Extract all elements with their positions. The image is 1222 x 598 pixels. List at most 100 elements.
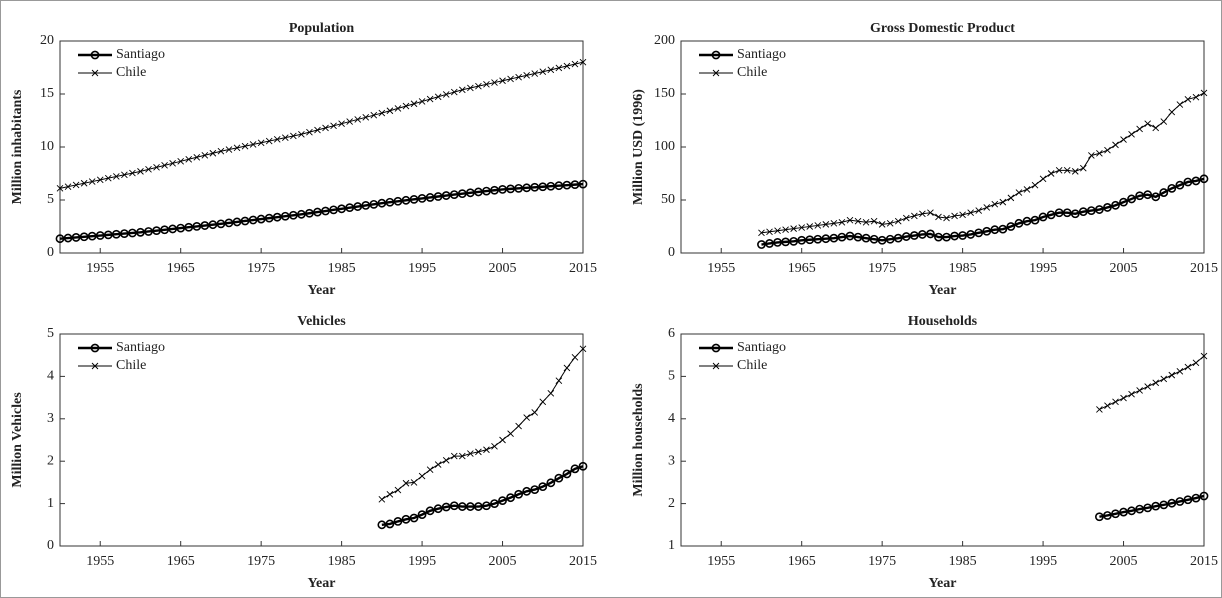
x-axis-label: Year [308,576,336,591]
x-tick-label: 1995 [408,261,436,276]
marker-x [281,134,289,141]
marker-circle [417,194,427,203]
marker-circle [425,193,435,202]
marker-x [1079,164,1087,172]
marker-circle [885,234,895,244]
marker-x [1104,402,1111,409]
marker-x [1096,150,1103,157]
marker-circle [1167,498,1177,508]
marker-circle [160,225,169,235]
x-tick-label: 1975 [868,554,896,569]
marker-circle [1022,216,1032,226]
marker-circle [232,217,242,227]
legend-label: Chile [116,65,146,80]
marker-x [563,62,571,70]
marker-x [1039,175,1047,183]
marker-circle [313,207,322,217]
marker-circle [200,221,210,230]
y-tick-label: 50 [661,192,675,207]
marker-circle [136,227,145,237]
legend-marker [711,343,721,353]
marker-circle [184,222,194,232]
marker-circle [71,233,81,242]
marker-circle [401,195,411,205]
marker-circle [514,489,524,499]
marker-circle [95,231,105,240]
marker-circle [361,201,371,210]
x-tick-label: 1975 [247,261,275,276]
x-tick-label: 1995 [1029,261,1057,276]
marker-x [1176,101,1184,108]
marker-circle [248,215,258,225]
marker-x [1136,125,1143,133]
marker-x [1112,398,1119,406]
y-tick-label: 5 [47,192,54,207]
marker-x [798,224,806,231]
y-tick-label: 3 [668,453,675,468]
y-tick-label: 15 [40,86,54,101]
marker-circle [490,185,499,195]
marker-x [1120,394,1127,402]
marker-x [822,221,830,228]
plot-area [59,333,584,547]
x-tick-label: 2005 [1110,261,1138,276]
marker-circle [369,199,379,209]
marker-circle [87,231,97,241]
marker-circle [781,237,790,247]
marker-circle [256,214,266,224]
marker-x [862,218,870,226]
legend-label: Santiago [116,47,165,62]
x-tick-label: 2005 [489,261,517,276]
marker-x [177,157,185,165]
marker-circle [570,180,580,190]
marker-circle [522,486,532,496]
marker-circle [869,234,879,244]
marker-x [539,398,547,406]
marker-x [1152,124,1160,132]
marker-circle [797,235,807,245]
marker-circle [1143,190,1153,200]
marker-circle [1135,504,1145,514]
marker-circle [966,230,976,239]
marker-x [249,141,257,148]
marker-circle [240,216,250,226]
marker-x [273,136,281,143]
marker-x [314,126,321,134]
marker-x [547,66,555,74]
marker-x [467,450,474,457]
marker-x [943,214,950,222]
marker-x [290,132,297,140]
marker-x [169,160,176,167]
marker-x [450,452,458,460]
marker-circle [974,228,984,238]
marker-x [555,377,563,384]
marker-x [394,486,402,494]
marker-circle [329,205,338,215]
marker-circle [821,234,831,244]
marker-circle [506,493,515,503]
marker-circle [441,502,451,512]
marker-circle [208,220,218,230]
marker-x [306,128,313,136]
marker-x [1047,170,1055,177]
marker-circle [393,517,403,526]
marker-circle [1103,203,1112,212]
marker-x [766,228,773,236]
marker-circle [1191,176,1201,186]
marker-x [1112,141,1119,149]
series-line [59,61,584,189]
marker-x [483,446,490,454]
marker-circle [829,233,839,243]
marker-x [515,73,522,81]
marker-x [1096,406,1103,413]
marker-x [814,222,822,229]
marker-circle [901,232,911,241]
marker-x [426,95,434,103]
marker-circle [1127,194,1136,204]
marker-circle [893,233,903,243]
marker-x [1031,181,1039,189]
marker-circle [409,194,419,204]
marker-circle [1095,512,1104,522]
marker-x [410,479,418,486]
x-tick-label: 2015 [569,554,597,569]
